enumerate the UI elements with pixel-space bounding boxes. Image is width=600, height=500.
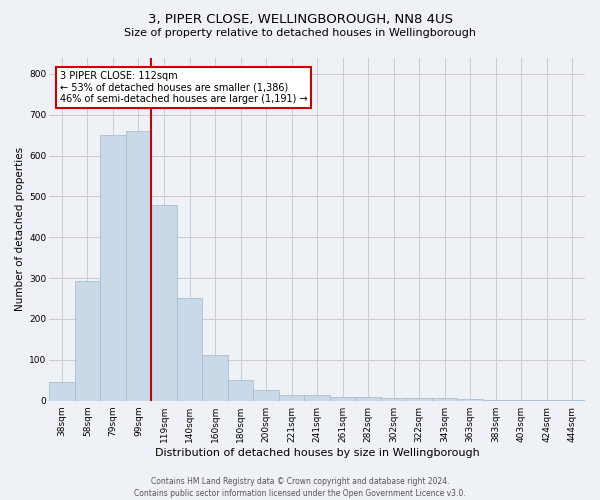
Bar: [75, 281, 100, 400]
Bar: [304, 395, 330, 400]
Text: 3, PIPER CLOSE, WELLINGBOROUGH, NN8 4US: 3, PIPER CLOSE, WELLINGBOROUGH, NN8 4US: [148, 12, 452, 26]
Bar: [355, 398, 381, 400]
Bar: [253, 390, 279, 400]
Bar: [457, 398, 483, 400]
Bar: [432, 398, 457, 400]
Bar: [279, 395, 304, 400]
Bar: [177, 298, 202, 400]
Bar: [100, 134, 126, 400]
Y-axis label: Number of detached properties: Number of detached properties: [15, 147, 25, 311]
Bar: [202, 354, 228, 401]
Text: Contains HM Land Registry data © Crown copyright and database right 2024.
Contai: Contains HM Land Registry data © Crown c…: [134, 476, 466, 498]
Text: 3 PIPER CLOSE: 112sqm
← 53% of detached houses are smaller (1,386)
46% of semi-d: 3 PIPER CLOSE: 112sqm ← 53% of detached …: [60, 71, 308, 104]
Bar: [228, 380, 253, 400]
Bar: [381, 398, 406, 400]
Bar: [126, 130, 151, 400]
Text: Size of property relative to detached houses in Wellingborough: Size of property relative to detached ho…: [124, 28, 476, 38]
Bar: [406, 398, 432, 400]
Bar: [49, 382, 75, 400]
Bar: [330, 398, 355, 400]
Bar: [151, 204, 177, 400]
X-axis label: Distribution of detached houses by size in Wellingborough: Distribution of detached houses by size …: [155, 448, 479, 458]
